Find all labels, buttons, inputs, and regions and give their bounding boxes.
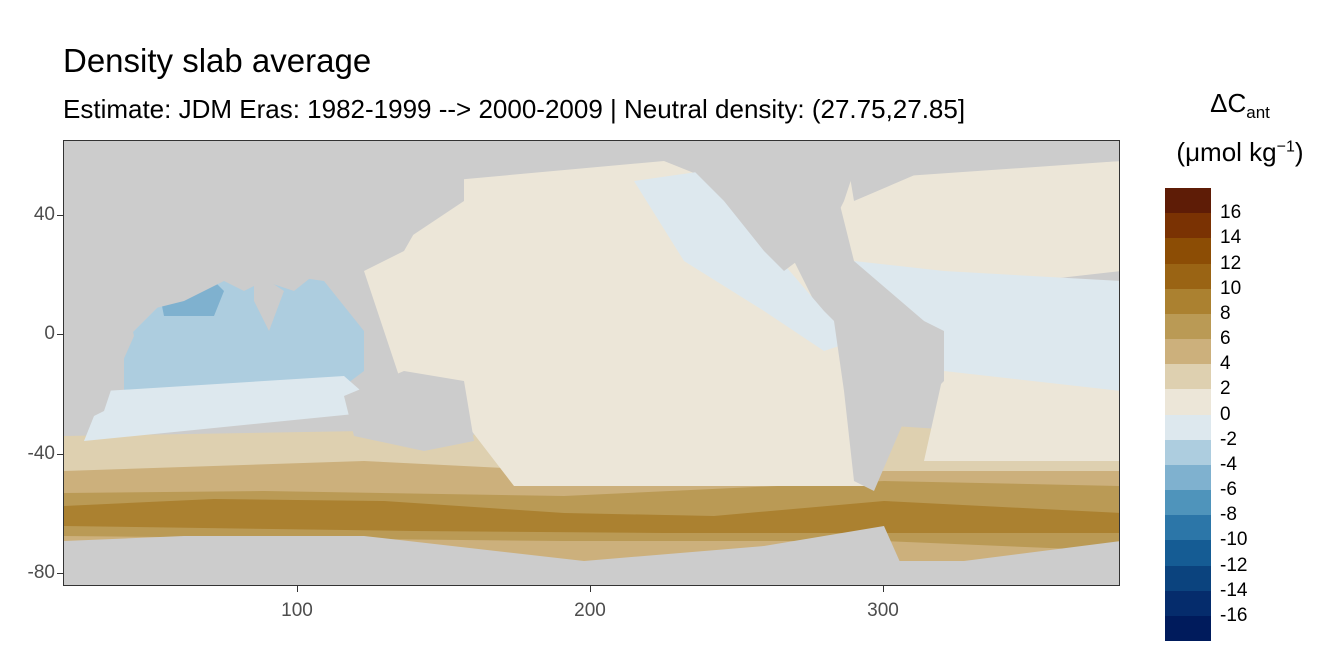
legend-label: 14	[1220, 227, 1242, 249]
legend-units-superscript: −1	[1276, 138, 1295, 156]
legend-label: 2	[1220, 378, 1231, 400]
legend-label: 12	[1220, 252, 1242, 274]
legend-title-symbol: ΔC	[1210, 88, 1247, 118]
legend-swatch	[1165, 615, 1211, 642]
x-tick-mark	[590, 586, 591, 592]
indian-ocean-south	[84, 376, 384, 441]
legend-units: (μmol kg−1)	[1165, 137, 1315, 168]
legend-swatch	[1165, 490, 1211, 516]
legend-swatch	[1165, 565, 1211, 592]
greenland-land	[1054, 141, 1119, 161]
south-atlantic	[924, 371, 1119, 461]
y-tick-mark	[57, 573, 63, 574]
legend-units-main: (μmol kg	[1176, 137, 1277, 167]
india-land	[254, 271, 284, 331]
legend-swatch	[1165, 590, 1211, 617]
legend-swatch	[1165, 213, 1211, 239]
legend-label: 6	[1220, 328, 1231, 349]
legend-units-close: )	[1294, 137, 1304, 167]
y-tick-label: 0	[44, 323, 55, 344]
antarctica	[64, 526, 1119, 585]
y-tick-mark	[57, 215, 63, 216]
x-tick-mark	[297, 586, 298, 592]
ocean-band-8-10	[64, 499, 1119, 533]
y-tick-label: -80	[27, 562, 55, 583]
legend-title: ΔCant	[1165, 88, 1315, 123]
east-pacific	[634, 171, 854, 351]
legend-swatch	[1165, 515, 1211, 541]
x-tick-label: 100	[281, 600, 313, 621]
x-tick-mark	[883, 586, 884, 592]
legend-swatch	[1165, 238, 1211, 264]
legend-label: -4	[1220, 453, 1237, 475]
north-america-east	[844, 141, 1119, 201]
legend-label: -10	[1220, 529, 1248, 551]
legend-swatch	[1165, 288, 1211, 315]
legend-label: -14	[1220, 579, 1248, 601]
australia-land	[344, 371, 474, 451]
legend-swatch	[1165, 364, 1211, 390]
eurasia-land	[64, 141, 464, 311]
legend-swatch	[1165, 263, 1211, 290]
legend-label: 16	[1220, 202, 1242, 224]
legend-label: 0	[1220, 403, 1231, 425]
legend-swatch	[1165, 464, 1211, 491]
legend-swatch	[1165, 389, 1211, 415]
legend-swatch	[1165, 313, 1211, 340]
north-atlantic	[834, 161, 1119, 291]
x-tick-label: 300	[867, 600, 899, 621]
y-tick-mark	[57, 454, 63, 455]
legend-title-subscript: ant	[1246, 103, 1270, 123]
legend-swatch	[1165, 339, 1211, 365]
legend-swatch	[1165, 540, 1211, 566]
legend-label: -2	[1220, 428, 1237, 450]
map-subtitle: Estimate: JDM Eras: 1982-1999 --> 2000-2…	[63, 94, 966, 124]
map-title: Density slab average	[63, 42, 372, 79]
legend-swatch	[1165, 439, 1211, 466]
ocean-map	[64, 141, 1119, 585]
legend-label: -8	[1220, 504, 1237, 526]
legend-label: 8	[1220, 302, 1231, 324]
y-tick-label: 40	[33, 204, 55, 225]
x-tick-label: 200	[574, 600, 606, 621]
legend-swatch	[1165, 414, 1211, 441]
legend-label: -6	[1220, 479, 1237, 500]
south-america-land	[834, 311, 944, 491]
legend-label: -12	[1220, 554, 1248, 576]
legend-label: 4	[1220, 353, 1231, 375]
legend-label: -16	[1220, 604, 1248, 626]
north-america-land	[664, 141, 864, 271]
y-tick-label: -40	[27, 443, 55, 464]
legend-swatch	[1165, 188, 1211, 214]
africa-land	[64, 291, 134, 431]
map-panel	[63, 140, 1120, 586]
y-tick-mark	[57, 334, 63, 335]
legend-label: 10	[1220, 277, 1242, 299]
legend-colorbar	[1165, 188, 1211, 642]
